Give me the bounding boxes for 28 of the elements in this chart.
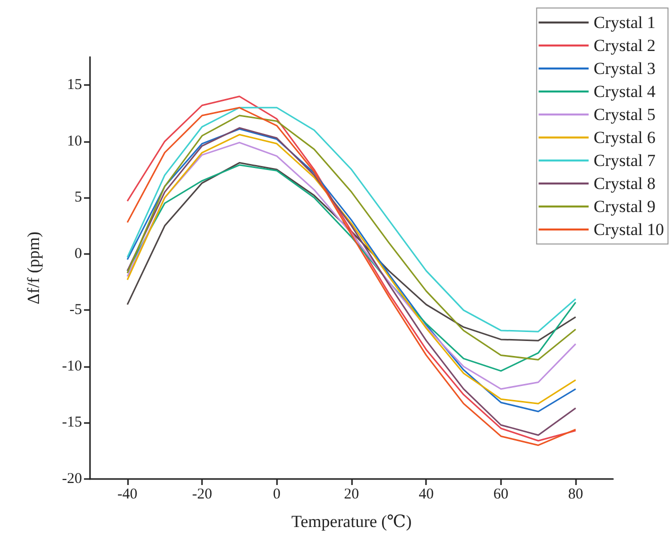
legend-label: Crystal 9 bbox=[594, 197, 656, 216]
y-tick-label: 0 bbox=[74, 246, 82, 262]
legend-label: Crystal 2 bbox=[594, 36, 656, 55]
legend-label: Crystal 8 bbox=[594, 174, 656, 193]
x-tick-label: 0 bbox=[273, 486, 281, 502]
y-tick-label: 10 bbox=[67, 133, 82, 150]
x-tick-label: 40 bbox=[418, 486, 434, 502]
legend-label: Crystal 7 bbox=[594, 151, 656, 170]
x-axis-title: Temperature (℃) bbox=[291, 512, 412, 531]
y-tick-label: -10 bbox=[62, 358, 82, 374]
legend-label: Crystal 5 bbox=[594, 105, 656, 124]
legend-label: Crystal 1 bbox=[594, 13, 656, 32]
legend-label: Crystal 3 bbox=[594, 59, 656, 78]
legend-label: Crystal 10 bbox=[594, 220, 664, 239]
y-tick-label: -20 bbox=[62, 471, 82, 487]
y-tick-label: 15 bbox=[67, 77, 82, 94]
x-tick-label: 60 bbox=[493, 486, 508, 502]
legend-label: Crystal 6 bbox=[594, 128, 656, 147]
x-tick-label: 20 bbox=[344, 486, 359, 502]
y-tick-label: 5 bbox=[74, 190, 82, 206]
x-tick-label: -40 bbox=[117, 486, 138, 502]
x-tick-label: -20 bbox=[192, 486, 212, 502]
legend-label: Crystal 4 bbox=[594, 82, 656, 101]
line-series bbox=[126, 162, 576, 342]
y-tick-label: -5 bbox=[70, 302, 82, 318]
y-tick-label: -15 bbox=[62, 414, 82, 431]
x-tick-label: 80 bbox=[568, 486, 584, 502]
y-axis-title: Δf/f (ppm) bbox=[24, 232, 43, 304]
